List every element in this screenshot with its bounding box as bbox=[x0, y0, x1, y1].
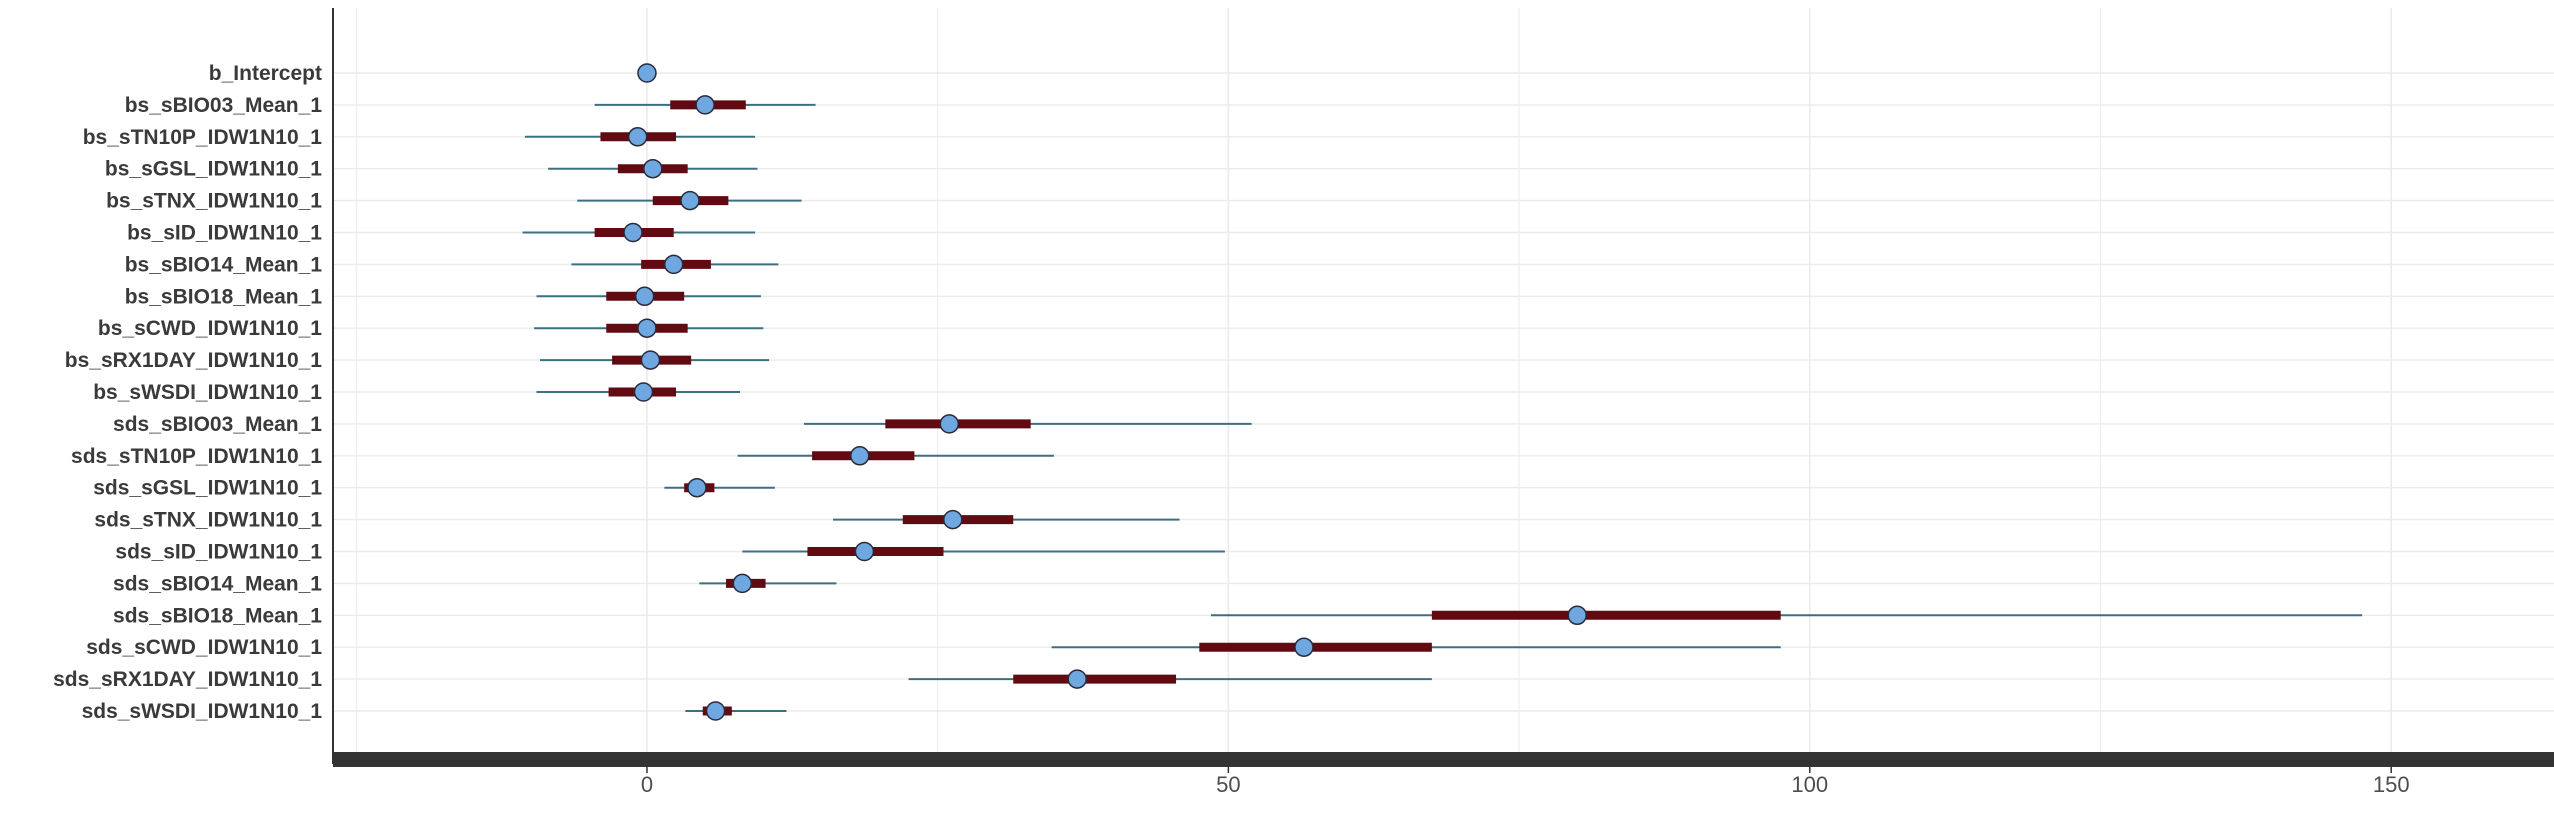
point-estimate bbox=[643, 158, 663, 179]
parameter-label: sds_sBIO18_Mean_1 bbox=[113, 604, 322, 627]
parameter-label: bs_sRX1DAY_IDW1N10_1 bbox=[65, 349, 323, 372]
axis-layer: 0 50 100 150 bbox=[332, 8, 2554, 797]
parameter-label: b_Intercept bbox=[209, 62, 322, 85]
point-estimate bbox=[687, 477, 707, 498]
point-estimate bbox=[634, 286, 655, 307]
parameter-label: sds_sCWD_IDW1N10_1 bbox=[86, 636, 322, 659]
parameter-label: bs_sTN10P_IDW1N10_1 bbox=[83, 126, 323, 149]
parameter-label: sds_sGSL_IDW1N10_1 bbox=[93, 477, 322, 500]
parameter-label: sds_sBIO14_Mean_1 bbox=[113, 572, 322, 595]
point-estimate bbox=[1067, 669, 1087, 689]
point-estimate bbox=[640, 350, 661, 370]
point-estimate bbox=[1567, 605, 1587, 626]
point-estimate bbox=[633, 382, 654, 402]
parameter-label: sds_sRX1DAY_IDW1N10_1 bbox=[53, 668, 322, 691]
point-estimate bbox=[663, 254, 684, 275]
parameter-label: bs_sGSL_IDW1N10_1 bbox=[105, 158, 322, 181]
parameter-label: sds_sTNX_IDW1N10_1 bbox=[94, 509, 322, 532]
point-estimate bbox=[1294, 637, 1314, 657]
label-layer: b_Intercept bs_sBIO03_Mean_1 bs_sTN10P_IDW… bbox=[53, 62, 322, 723]
point-estimate bbox=[680, 190, 700, 211]
parameter-label: bs_sID_IDW1N10_1 bbox=[127, 222, 322, 245]
point-estimate bbox=[695, 95, 715, 115]
parameter-label: sds_sID_IDW1N10_1 bbox=[115, 541, 322, 564]
x-tick-label: 50 bbox=[1216, 772, 1240, 797]
point-estimate bbox=[705, 701, 726, 721]
x-tick-label: 150 bbox=[2373, 772, 2410, 797]
point-estimate bbox=[943, 509, 963, 530]
parameter-label: sds_sWSDI_IDW1N10_1 bbox=[82, 700, 323, 723]
parameter-label: bs_sBIO03_Mean_1 bbox=[125, 94, 323, 117]
parameter-label: bs_sWSDI_IDW1N10_1 bbox=[93, 381, 322, 404]
point-estimate bbox=[637, 318, 657, 338]
x-tick-label: 100 bbox=[1791, 772, 1828, 797]
point-estimate bbox=[627, 127, 648, 147]
parameter-label: bs_sTNX_IDW1N10_1 bbox=[106, 190, 322, 213]
x-tick-label: 0 bbox=[641, 772, 653, 797]
parameter-label: bs_sBIO18_Mean_1 bbox=[125, 285, 323, 308]
point-estimate bbox=[850, 446, 870, 466]
point-estimate bbox=[732, 573, 753, 594]
point-estimate bbox=[623, 222, 643, 243]
marks-layer bbox=[522, 63, 2363, 721]
x-axis-bar bbox=[333, 752, 2554, 767]
point-estimate bbox=[854, 541, 875, 562]
parameter-label: bs_sCWD_IDW1N10_1 bbox=[98, 317, 322, 340]
point-estimate bbox=[637, 63, 657, 83]
point-estimate bbox=[939, 414, 960, 434]
parameter-label: bs_sBIO14_Mean_1 bbox=[125, 253, 323, 276]
grid-layer bbox=[333, 8, 2554, 752]
parameter-label: sds_sBIO03_Mean_1 bbox=[113, 413, 322, 436]
parameter-label: sds_sTN10P_IDW1N10_1 bbox=[71, 445, 322, 468]
